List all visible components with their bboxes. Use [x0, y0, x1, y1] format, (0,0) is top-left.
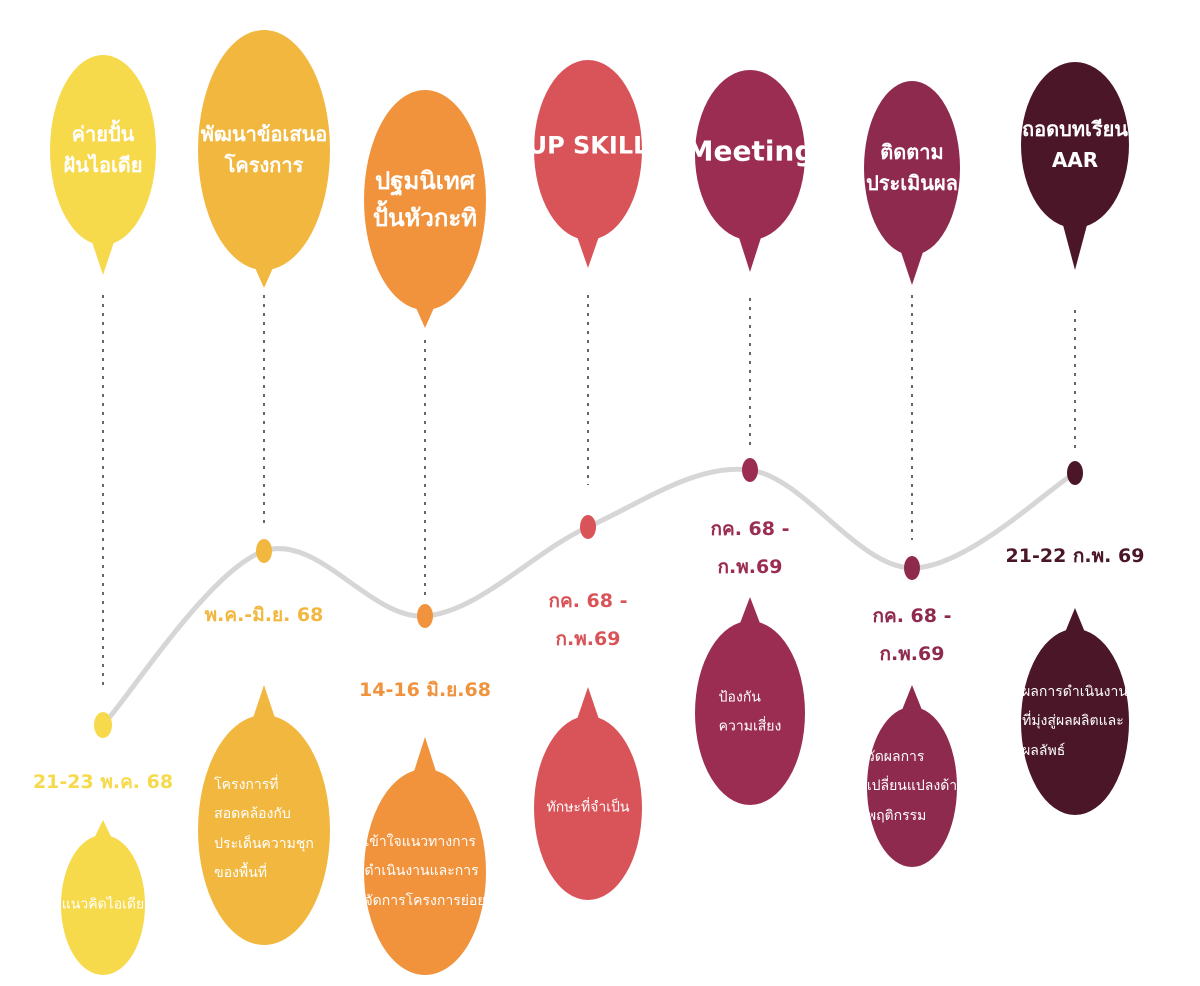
stage-description: โครงการที่สอดคล้องกับประเด็นความชุกของพื…	[214, 771, 314, 889]
stage-title-balloon	[1021, 62, 1129, 228]
timeline-dot	[256, 539, 272, 563]
stage-description: ทักษะที่จำเป็น	[547, 793, 630, 822]
stage-description-line: ของพื้นที่	[214, 865, 268, 882]
stage-description-line: ดำเนินงานและการ	[364, 863, 479, 880]
timeline-dot	[94, 712, 112, 738]
timeline-dot	[904, 556, 920, 580]
stage-description-line: เข้าใจแนวทางการ	[364, 833, 476, 850]
stage-description-line: ที่มุ่งสู่ผลผลิตและ	[1022, 713, 1124, 730]
stage-description-line: ทักษะที่จำเป็น	[546, 799, 630, 816]
stage-title-line: ประเมินผล	[866, 171, 958, 195]
stage-description-line: ผลลัพธ์	[1022, 742, 1066, 759]
stage-date-line: พ.ค.-มิ.ย. 68	[204, 604, 324, 626]
stage-date: 21-23 พ.ค. 68	[33, 763, 173, 801]
stage-title-balloon	[534, 60, 642, 240]
stage-title: Meeting	[686, 129, 815, 172]
stage-description: เข้าใจแนวทางการดำเนินงานและการจัดการโครง…	[364, 828, 485, 916]
stage-description-line: วัดผลการ	[866, 748, 925, 765]
stage-title: พัฒนาข้อเสนอโครงการ	[201, 119, 328, 181]
stage-date-line: ก.พ.69	[555, 628, 621, 650]
timeline-dot	[742, 458, 758, 482]
stage-title-line: พัฒนาข้อเสนอ	[200, 122, 328, 146]
stage-description-line: ความเสี่ยง	[718, 719, 782, 735]
stage-title-balloon	[864, 81, 960, 255]
stage-description-balloon	[364, 769, 486, 975]
timeline-dot	[417, 604, 433, 628]
stage-title: ติดตามประเมินผล	[866, 137, 958, 199]
stage-description: ผลการดำเนินงานที่มุ่งสู่ผลผลิตและผลลัพธ์	[1022, 678, 1128, 766]
stage-title: ปฐมนิเทศปั้นหัวกะทิ	[373, 163, 477, 237]
stage-title-line: ฝันไอเดีย	[63, 153, 143, 177]
stage-description-line: แนวคิดไอเดีย	[61, 896, 145, 913]
stage-description-line: ประเด็นความชุก	[214, 836, 314, 852]
timeline-dot	[1067, 461, 1083, 485]
stage-title-line: ถอดบทเรียน	[1022, 117, 1128, 141]
stage-description-line: โครงการที่	[214, 777, 279, 794]
stage-date-line: ก.พ.69	[717, 556, 783, 578]
stage-description: ป้องกันความเสี่ยง	[719, 684, 782, 743]
stage-title-line: ติดตาม	[880, 140, 944, 164]
stage-title-balloon	[695, 70, 805, 240]
stage-title-balloon	[50, 55, 156, 245]
stage-title-balloon	[364, 90, 486, 310]
stage-date: พ.ค.-มิ.ย. 68	[205, 596, 324, 634]
stage-description-line: สอดคล้องกับ	[214, 806, 291, 823]
stage-date-line: 21-23 พ.ค. 68	[32, 771, 174, 793]
stage-description-line: ผลการดำเนินงาน	[1022, 683, 1128, 700]
stage-title: ค่ายปั้นฝันไอเดีย	[63, 119, 142, 181]
stage-title-line: Meeting	[685, 134, 815, 168]
stage-description-balloon	[867, 707, 957, 867]
stage-date: กค. 68 - ก.พ.69	[549, 582, 628, 658]
stage-title-line: ค่ายปั้น	[71, 122, 135, 146]
stage-description: แนวคิดไอเดีย	[62, 890, 144, 919]
stage-date-line: กค. 68 -	[872, 605, 952, 627]
stage-description-balloon	[1021, 629, 1129, 815]
stage-date-line: 21-22 ก.พ. 69	[1005, 545, 1145, 567]
stage-title-line: AAR	[1051, 148, 1099, 172]
stage-date-line: 14-16 มิ.ย.68	[359, 679, 491, 701]
stage-title-line: ปั้นหัวกะทิ	[372, 204, 478, 232]
stage-date: 21-22 ก.พ. 69	[1006, 537, 1145, 575]
stage-description-balloon	[198, 715, 330, 945]
stage-description-line: พฤติกรรม	[866, 807, 927, 824]
stage-date: 14-16 มิ.ย.68	[359, 671, 491, 709]
stage-date-line: ก.พ.69	[879, 643, 945, 665]
stage-date-line: กค. 68 -	[710, 518, 790, 540]
stage-description-balloon	[534, 716, 642, 900]
stage-title-balloon	[198, 30, 330, 270]
stage-title: ถอดบทเรียน AAR	[1022, 114, 1128, 176]
stage-date: กค. 68 - ก.พ.69	[873, 597, 952, 673]
stage-description-balloon	[61, 835, 145, 975]
timeline-dot	[580, 515, 596, 539]
stage-description: วัดผลการเปลี่ยนแปลงด้าพฤติกรรม	[867, 743, 957, 831]
stage-description-balloon	[695, 621, 805, 805]
stage-title: UP SKILL	[528, 127, 649, 164]
stage-description-line: เปลี่ยนแปลงด้า	[866, 778, 958, 795]
stage-description-line: จัดการโครงการย่อย	[364, 892, 486, 909]
stage-title-line: ปฐมนิเทศ	[375, 166, 475, 195]
stage-title-line: UP SKILL	[527, 130, 649, 159]
stage-date: กค. 68 - ก.พ.69	[711, 510, 790, 586]
stage-title-line: โครงการ	[224, 153, 304, 177]
stage-description-line: ป้องกัน	[718, 689, 761, 706]
stage-date-line: กค. 68 -	[548, 590, 628, 612]
